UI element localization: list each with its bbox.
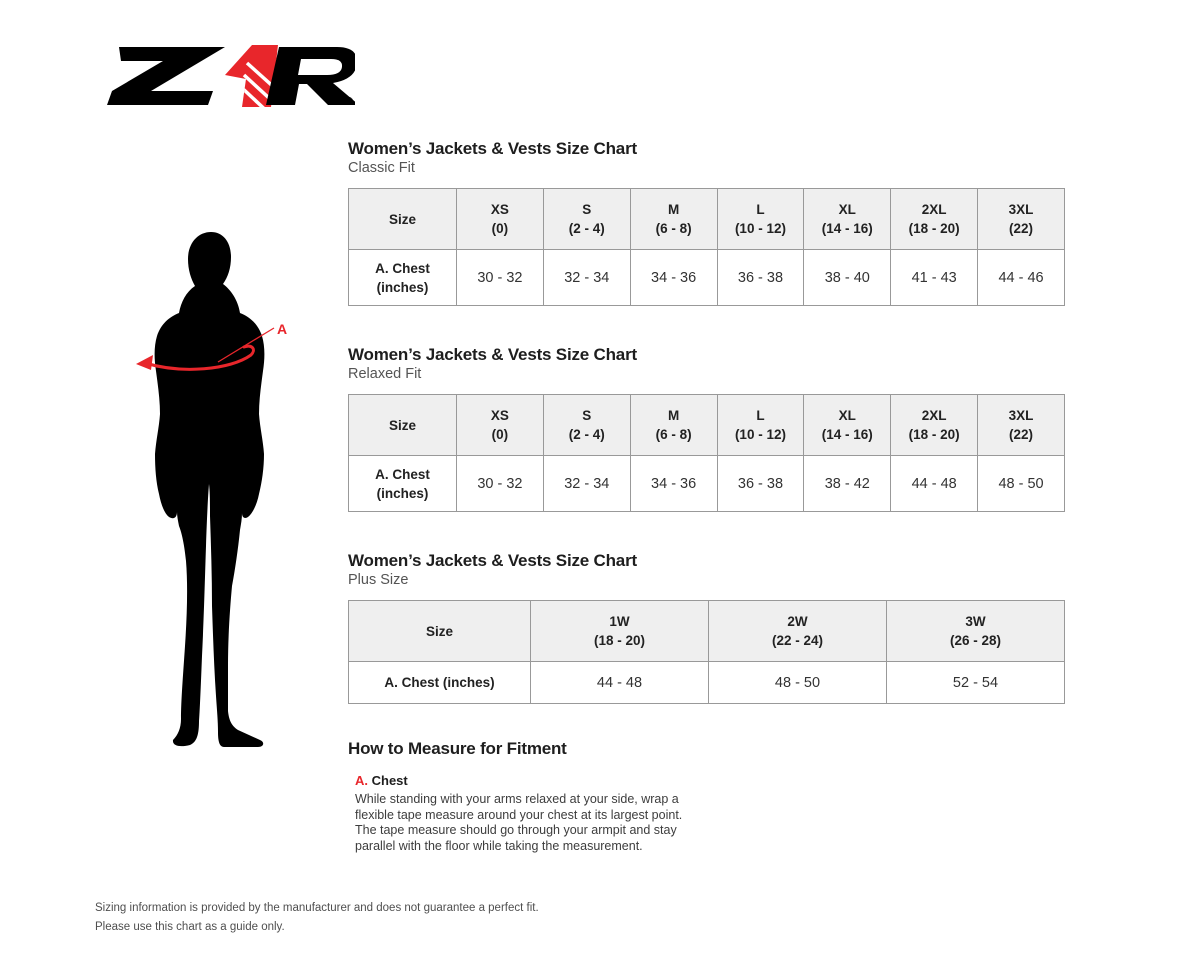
measure-item-chest: A. Chest While standing with your arms r… — [355, 773, 1065, 854]
measurement-figure: A — [112, 216, 312, 761]
how-to-measure-section: How to Measure for Fitment A. Chest Whil… — [348, 739, 1065, 854]
chest-value-cell: 44 - 48 — [530, 661, 709, 704]
size-table-classic: Size XS (0) S (2 - 4) M (6 - 8) L (10 - 12) … — [348, 188, 1065, 306]
registered-mark: ® — [345, 96, 353, 107]
column-header: XS (0) — [456, 188, 544, 250]
measure-instructions: While standing with your arms relaxed at… — [355, 792, 683, 853]
row-header-chest: A. Chest (inches) — [348, 661, 531, 704]
chest-value-cell: 32 - 34 — [542, 249, 631, 306]
chest-value-cell: 32 - 34 — [542, 455, 631, 512]
column-header: M (6 - 8) — [629, 394, 718, 456]
chest-value-cell: 48 - 50 — [977, 455, 1065, 512]
chest-value-cell: 38 - 40 — [803, 249, 892, 306]
measure-leader-line — [217, 327, 275, 363]
column-header: 2W (22 - 24) — [708, 600, 887, 662]
chest-value-cell: 30 - 32 — [456, 455, 544, 512]
logo-letter-r — [266, 47, 359, 105]
chest-value-cell: 38 - 42 — [803, 455, 892, 512]
chart-subtitle: Classic Fit — [348, 160, 415, 176]
size-chart-section-classic: Women’s Jackets & Vests Size Chart Class… — [348, 139, 1065, 306]
chart-title: Women’s Jackets & Vests Size Chart — [348, 551, 637, 570]
column-header: 2XL (18 - 20) — [890, 394, 979, 456]
chest-value-cell: 34 - 36 — [629, 455, 718, 512]
content-column: Women’s Jackets & Vests Size Chart Class… — [348, 139, 1065, 854]
woman-silhouette-graphic: A — [136, 232, 287, 747]
column-header: L (10 - 12) — [716, 188, 805, 250]
column-header-size: Size — [348, 600, 531, 662]
measure-letter: A. — [355, 773, 368, 788]
row-header-chest: A. Chest (inches) — [348, 455, 457, 512]
chest-value-cell: 34 - 36 — [629, 249, 718, 306]
measure-arrowhead — [136, 355, 153, 370]
logo-r-counter — [298, 59, 343, 75]
size-chart-section-relaxed: Women’s Jackets & Vests Size Chart Relax… — [348, 345, 1065, 512]
chest-value-cell: 36 - 38 — [716, 455, 805, 512]
chest-value-cell: 36 - 38 — [716, 249, 805, 306]
column-header: XL (14 - 16) — [803, 188, 892, 250]
logo-letter-one — [225, 45, 278, 107]
brand-logo: ® — [105, 37, 359, 108]
measure-name: Chest — [371, 773, 408, 788]
chest-value-cell: 41 - 43 — [890, 249, 979, 306]
chest-value-cell: 44 - 46 — [977, 249, 1065, 306]
disclaimer-line-1: Sizing information is provided by the ma… — [95, 902, 539, 914]
column-header: XS (0) — [456, 394, 544, 456]
column-header: 3W (26 - 28) — [886, 600, 1065, 662]
chest-measure-arc — [143, 344, 255, 371]
column-header: S (2 - 4) — [542, 188, 631, 250]
logo-letter-z — [107, 47, 225, 105]
chart-subtitle: Relaxed Fit — [348, 366, 422, 382]
size-table-relaxed: Size XS (0) S (2 - 4) M (6 - 8) L (10 - 12) … — [348, 394, 1065, 512]
measure-marker-label: A — [277, 321, 287, 337]
woman-silhouette — [154, 232, 265, 747]
column-header: 1W (18 - 20) — [530, 600, 709, 662]
chest-value-cell: 52 - 54 — [886, 661, 1065, 704]
disclaimer-footer: Sizing information is provided by the ma… — [95, 899, 539, 936]
size-table-plus: Size 1W (18 - 20) 2W (22 - 24) 3W (26 - 28)… — [348, 600, 1065, 704]
column-header: XL (14 - 16) — [803, 394, 892, 456]
column-header: 3XL (22) — [977, 188, 1065, 250]
z1r-logo-graphic: ® — [107, 45, 359, 108]
chest-value-cell: 30 - 32 — [456, 249, 544, 306]
column-header-size: Size — [348, 394, 457, 456]
column-header: L (10 - 12) — [716, 394, 805, 456]
measure-heading: How to Measure for Fitment — [348, 739, 567, 758]
chart-title: Women’s Jackets & Vests Size Chart — [348, 345, 637, 364]
chest-value-cell: 44 - 48 — [890, 455, 979, 512]
measure-label: A. Chest — [355, 773, 1065, 789]
size-chart-section-plus: Women’s Jackets & Vests Size Chart Plus … — [348, 551, 1065, 704]
chart-title: Women’s Jackets & Vests Size Chart — [348, 139, 637, 158]
column-header-size: Size — [348, 188, 457, 250]
column-header: 3XL (22) — [977, 394, 1065, 456]
column-header: M (6 - 8) — [629, 188, 718, 250]
chart-subtitle: Plus Size — [348, 572, 409, 588]
column-header: 2XL (18 - 20) — [890, 188, 979, 250]
disclaimer-line-2: Please use this chart as a guide only. — [95, 920, 285, 933]
chest-value-cell: 48 - 50 — [708, 661, 887, 704]
column-header: S (2 - 4) — [542, 394, 631, 456]
row-header-chest: A. Chest (inches) — [348, 249, 457, 306]
